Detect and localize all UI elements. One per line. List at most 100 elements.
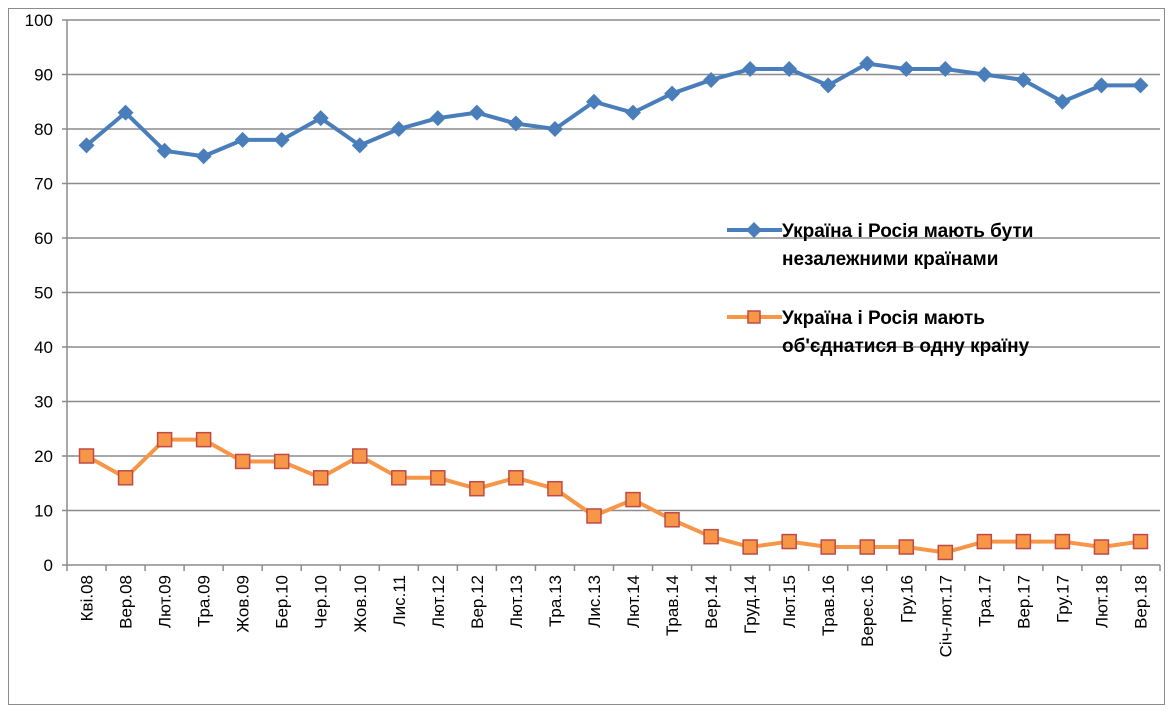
- data-point-diamond: [156, 142, 173, 159]
- data-point-diamond: [117, 104, 134, 121]
- data-point-diamond: [390, 121, 407, 137]
- data-point-square: [156, 431, 173, 448]
- y-tick-label: 50: [34, 284, 53, 303]
- data-point-square: [1015, 533, 1032, 550]
- data-point-square: [508, 470, 524, 486]
- legend: Україна і Росія мають бути незалежними к…: [727, 221, 1033, 357]
- data-point-square: [586, 508, 602, 524]
- data-point-diamond: [937, 61, 954, 78]
- data-point-diamond: [859, 55, 876, 72]
- x-tick-label: Вер.12: [468, 575, 487, 629]
- data-point-square: [78, 448, 95, 464]
- data-point-diamond: [898, 61, 915, 78]
- x-tick-label: Трав.16: [819, 575, 838, 636]
- y-tick-label: 100: [25, 11, 53, 30]
- data-point-square: [1054, 533, 1071, 550]
- data-point-square: [898, 539, 915, 555]
- y-tick-label: 30: [34, 393, 53, 412]
- legend-label-unite-1: Україна і Росія мають: [782, 308, 985, 329]
- y-tick-label: 90: [34, 66, 53, 85]
- x-tick-label: Трав.14: [663, 575, 682, 636]
- data-point-diamond: [312, 110, 329, 127]
- data-point-square: [781, 533, 797, 550]
- series-unite: [78, 431, 1149, 561]
- data-point-square: [859, 539, 875, 555]
- x-tick-label: Гру.17: [1053, 575, 1072, 623]
- data-point-square: [547, 480, 563, 497]
- legend-label-independent-2: незалежними країнами: [782, 249, 998, 270]
- data-point-diamond: [585, 93, 602, 110]
- data-point-diamond: [976, 66, 993, 83]
- y-tick-label: 70: [34, 175, 53, 194]
- x-tick-label: Жов.10: [351, 575, 370, 633]
- legend-label-unite-2: об'єднатися в одну країну: [782, 336, 1030, 357]
- data-point-square: [195, 431, 212, 448]
- series-line: [85, 437, 1141, 555]
- data-point-diamond: [468, 104, 485, 121]
- data-point-diamond: [273, 131, 290, 148]
- y-tick-label: 40: [34, 338, 53, 357]
- data-point-diamond: [78, 137, 95, 154]
- x-tick-label: Лют.13: [507, 575, 526, 628]
- data-point-diamond: [429, 110, 446, 127]
- x-tick-label: Лют.09: [156, 575, 175, 628]
- x-tick-label: Лют.14: [624, 575, 643, 628]
- data-point-square: [937, 544, 954, 561]
- x-tick-label: Вер.17: [1014, 575, 1033, 629]
- x-tick-label: Лис.11: [390, 575, 409, 627]
- x-tick-label: Вер.18: [1131, 575, 1150, 629]
- data-point-diamond: [781, 61, 798, 78]
- legend-diamond-marker-icon: [746, 222, 762, 238]
- legend-square-marker-icon: [747, 310, 761, 324]
- x-tick-label: Лют.18: [1092, 575, 1111, 628]
- data-point-square: [703, 528, 719, 545]
- data-point-square: [469, 480, 485, 497]
- data-point-diamond: [507, 115, 524, 132]
- data-point-square: [664, 512, 680, 528]
- data-point-diamond: [664, 85, 681, 102]
- x-tick-label: Вер.08: [117, 575, 136, 629]
- y-tick-label: 20: [34, 447, 53, 466]
- data-point-diamond: [1015, 71, 1032, 88]
- x-tick-label: Гру.16: [897, 575, 916, 623]
- y-tick-label: 0: [44, 556, 53, 575]
- data-point-square: [976, 533, 993, 550]
- data-point-diamond: [742, 61, 759, 78]
- data-point-square: [352, 448, 368, 464]
- data-point-diamond: [351, 137, 368, 154]
- x-tick-label: Лют.15: [780, 575, 799, 628]
- data-point-square: [742, 539, 758, 555]
- data-point-square: [117, 470, 134, 486]
- chart-frame: [8, 8, 1165, 705]
- data-point-square: [820, 539, 836, 555]
- data-point-square: [273, 453, 290, 470]
- data-point-diamond: [625, 104, 642, 121]
- data-point-diamond: [234, 131, 251, 148]
- data-point-diamond: [546, 121, 563, 137]
- x-tick-label: Бер.10: [273, 575, 292, 629]
- x-tick-label: Жов.09: [234, 575, 253, 633]
- data-point-square: [430, 470, 446, 486]
- x-tick-label: Верес.16: [858, 575, 877, 647]
- x-tick-label: Вер.14: [702, 575, 721, 629]
- data-point-square: [1132, 533, 1149, 550]
- x-tick-label: Кві.08: [78, 575, 97, 621]
- x-tick-label: Лют.12: [429, 575, 448, 628]
- y-tick-label: 80: [34, 120, 53, 139]
- data-point-diamond: [703, 71, 720, 88]
- series-independent: [78, 55, 1149, 165]
- data-point-square: [312, 470, 329, 486]
- data-point-diamond: [1054, 93, 1071, 110]
- data-point-diamond: [1132, 77, 1149, 94]
- data-point-diamond: [195, 148, 212, 165]
- x-tick-label: Тра.09: [195, 575, 214, 627]
- series-line: [85, 61, 1141, 159]
- x-tick-label: Тра.13: [546, 575, 565, 627]
- data-point-square: [234, 453, 251, 470]
- x-tick-label: Чер.10: [312, 575, 331, 629]
- data-point-square: [625, 491, 641, 508]
- x-tick-label: Груд.14: [741, 575, 760, 634]
- x-tick-label: Лис.13: [585, 575, 604, 628]
- legend-label-independent-1: Україна і Росія мають бути: [782, 221, 1033, 242]
